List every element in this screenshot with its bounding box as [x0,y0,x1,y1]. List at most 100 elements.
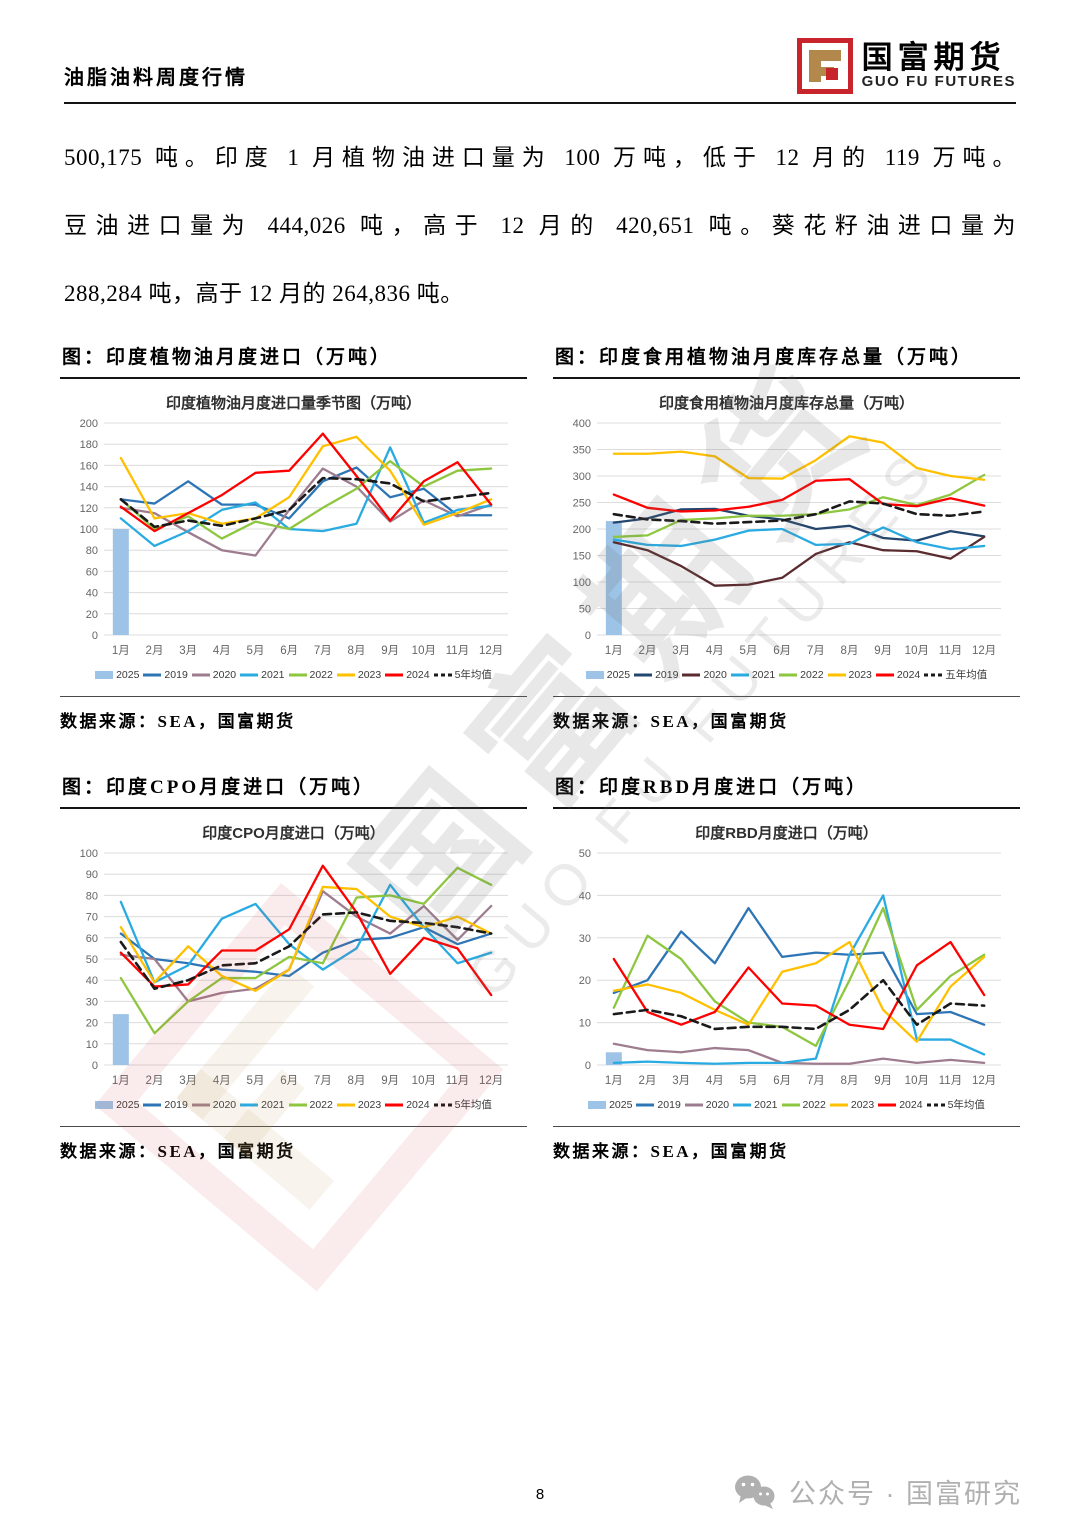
legend-swatch [827,673,846,676]
svg-text:150: 150 [572,551,590,563]
chart-caption: 图：印度植物油月度进口（万吨） [60,342,527,379]
legend-label: 2021 [751,668,776,681]
chart-canvas: 0 50 100 150 200 250 300 350 400 1月 2月 3月 4月 5月 6月 7月 8月… [553,413,1020,665]
svg-text:2月: 2月 [145,645,163,657]
svg-text:4月: 4月 [705,1075,723,1087]
wechat-footer: 公众号 · 国富研究 [733,1472,1022,1511]
legend-label: 2019 [164,668,188,681]
legend-item-2023: 2023 [336,668,382,681]
svg-text:5月: 5月 [246,1075,264,1087]
legend-label: 2025 [116,668,140,681]
svg-text:7月: 7月 [313,1075,331,1087]
legend-label: 2022 [309,668,333,681]
legend-label: 2025 [116,1098,140,1111]
legend-label: 2023 [357,1098,382,1111]
legend-label: 2021 [754,1098,778,1111]
svg-text:2月: 2月 [145,1075,163,1087]
svg-text:11月: 11月 [445,645,468,657]
svg-text:60: 60 [85,566,97,578]
svg-text:10月: 10月 [411,645,435,657]
svg-text:5月: 5月 [739,1075,757,1087]
legend-label: 2019 [655,668,679,681]
svg-text:60: 60 [85,933,97,945]
legend-swatch [433,673,452,676]
svg-text:40: 40 [85,975,97,987]
legend-item-2023: 2023 [336,1098,382,1111]
svg-text:50: 50 [578,604,590,616]
svg-text:12月: 12月 [972,1075,996,1087]
body-paragraph: 500,175 吨。印度 1 月植物油进口量为 100 万吨，低于 12 月的 … [64,138,1016,308]
legend-label: 五年均值 [945,669,988,681]
legend-label: 2020 [212,1098,237,1111]
chart-svg: 0 50 100 150 200 250 300 350 400 1月 2月 3月 4月 5月 6月 7月 8月… [572,418,1001,657]
legend-swatch [95,1100,114,1109]
svg-text:4月: 4月 [705,645,723,657]
legend-swatch [336,673,355,676]
svg-text:40: 40 [85,588,97,600]
svg-text:0: 0 [91,630,97,642]
legend-swatch [143,673,162,676]
svg-text:20: 20 [85,1018,97,1030]
legend-label: 2019 [164,1098,188,1111]
brand-text: 国富期货 GUO FU FUTURES [862,41,1016,90]
svg-text:9月: 9月 [874,1075,892,1087]
legend-swatch [730,673,749,676]
legend-swatch [95,670,114,679]
chart-caption: 图：印度CPO月度进口（万吨） [60,772,527,809]
legend-swatch [829,1103,848,1106]
charts-grid: 图：印度植物油月度进口（万吨） 印度植物油月度进口量季节图（万吨） 0 20 40 6… [60,342,1020,1202]
legend-label: 2024 [406,1098,430,1111]
svg-text:9月: 9月 [381,1075,399,1087]
svg-text:70: 70 [85,912,97,924]
legend-swatch [143,1103,162,1106]
legend-swatch [779,673,798,676]
wechat-icon [735,1475,775,1509]
svg-text:1月: 1月 [111,645,129,657]
svg-text:80: 80 [85,545,97,557]
svg-text:300: 300 [572,471,590,483]
svg-text:0: 0 [91,1060,97,1072]
svg-text:12月: 12月 [479,1075,503,1087]
svg-text:100: 100 [572,577,590,589]
svg-text:10月: 10月 [904,645,928,657]
svg-text:12月: 12月 [479,645,503,657]
svg-text:7月: 7月 [313,645,331,657]
legend-swatch [240,673,259,676]
document-title: 油脂油料周度行情 [64,67,248,89]
svg-text:180: 180 [79,439,97,451]
legend-swatch [636,1103,655,1106]
svg-text:5月: 5月 [246,645,264,657]
svg-text:2月: 2月 [638,645,656,657]
svg-text:140: 140 [79,482,97,494]
legend-label: 2020 [705,1098,730,1111]
legend-item-2022: 2022 [288,1099,333,1111]
legend-swatch [385,1103,404,1106]
svg-text:11月: 11月 [938,1075,961,1087]
legend-label: 2023 [357,668,382,681]
legend-swatch [240,1103,259,1106]
legend-item-五年均值: 五年均值 [924,667,987,682]
svg-text:1月: 1月 [111,1075,129,1087]
legend-label: 2024 [406,668,430,681]
chart-canvas: 0 20 40 60 80 100 120 140 160 180 200 1月 2月 3月 4月 5月 6月 7… [60,413,527,665]
svg-text:350: 350 [572,445,590,457]
chart-legend: 2025 2019 2020 2021 2022 2023 2024 五年均值 [553,667,1020,682]
legend-item-2021: 2021 [240,669,285,681]
chart-source: 数据来源：SEA，国富期货 [60,1126,527,1162]
paragraph-line: 288,284 吨，高于 12 月的 264,836 吨。 [64,281,464,306]
legend-item-2023: 2023 [827,669,872,681]
legend-swatch [585,670,604,679]
svg-text:8月: 8月 [840,645,858,657]
legend-item-2020: 2020 [191,1098,237,1111]
svg-text:50: 50 [578,848,590,860]
chart-legend: 2025 2019 2020 2021 2022 2023 2024 5年均值 [60,667,527,682]
svg-text:6月: 6月 [773,1075,791,1087]
legend-item-2025: 2025 [585,669,630,681]
svg-text:7月: 7月 [806,1075,824,1087]
svg-text:3月: 3月 [179,1075,197,1087]
svg-text:90: 90 [85,869,97,881]
brand-block: 国富期货 GUO FU FUTURES [796,38,1016,94]
legend-item-2021: 2021 [730,668,776,681]
svg-text:1月: 1月 [604,645,622,657]
legend-item-5年均值: 5年均值 [433,1097,492,1112]
